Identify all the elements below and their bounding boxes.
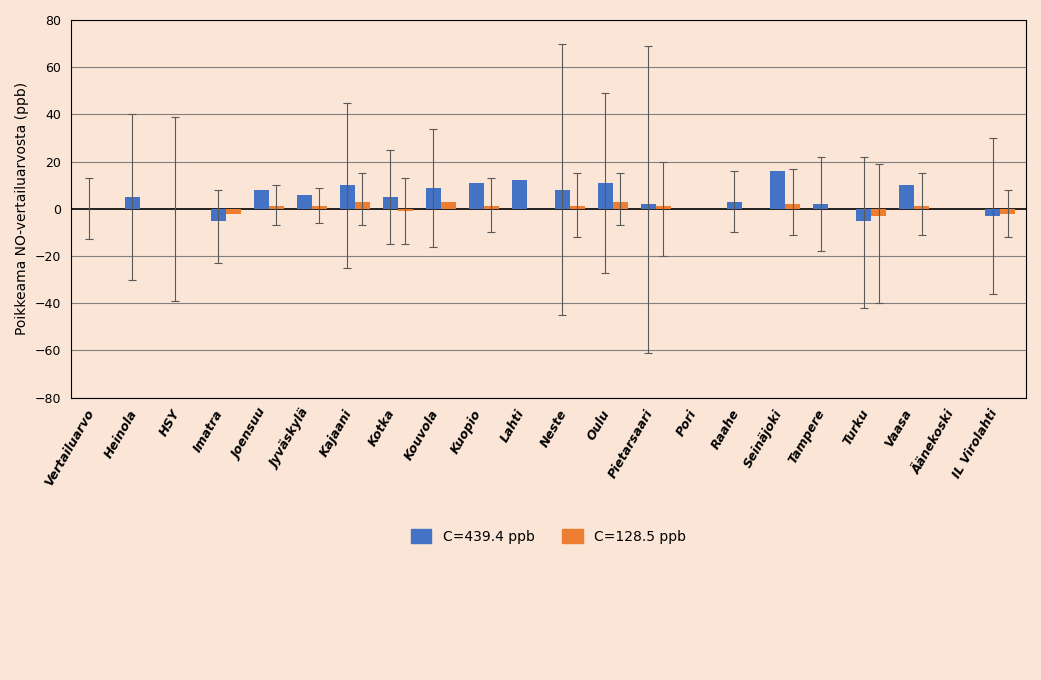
- Bar: [311, 207, 327, 209]
- Bar: [297, 194, 311, 209]
- Y-axis label: Poikkeama NO-vertailuarvosta (ppb): Poikkeama NO-vertailuarvosta (ppb): [15, 82, 29, 335]
- Bar: [727, 202, 742, 209]
- Bar: [641, 204, 656, 209]
- Bar: [770, 171, 785, 209]
- Bar: [512, 180, 527, 209]
- Bar: [254, 190, 269, 209]
- Bar: [899, 185, 914, 209]
- Bar: [813, 204, 828, 209]
- Bar: [440, 202, 456, 209]
- Bar: [398, 209, 413, 211]
- Legend: C=439.4 ppb, C=128.5 ppb: C=439.4 ppb, C=128.5 ppb: [405, 524, 691, 549]
- Bar: [914, 207, 930, 209]
- Bar: [210, 209, 226, 220]
- Bar: [226, 209, 240, 214]
- Bar: [656, 207, 671, 209]
- Bar: [871, 209, 886, 216]
- Bar: [468, 183, 484, 209]
- Bar: [856, 209, 871, 220]
- Bar: [383, 197, 398, 209]
- Bar: [484, 207, 499, 209]
- Bar: [785, 204, 801, 209]
- Bar: [355, 202, 370, 209]
- Bar: [555, 190, 569, 209]
- Bar: [1000, 209, 1015, 214]
- Bar: [426, 188, 440, 209]
- Bar: [125, 197, 139, 209]
- Bar: [985, 209, 1000, 216]
- Bar: [613, 202, 628, 209]
- Bar: [339, 185, 355, 209]
- Bar: [598, 183, 613, 209]
- Bar: [269, 207, 284, 209]
- Bar: [569, 207, 585, 209]
